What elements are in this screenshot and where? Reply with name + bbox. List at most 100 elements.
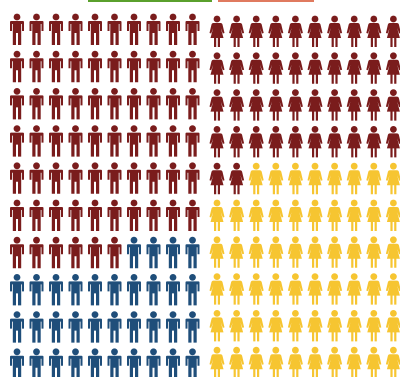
- figure-body: [248, 23, 264, 47]
- male-figure-icon: [88, 274, 102, 306]
- figure-head: [91, 199, 99, 207]
- figure-head: [72, 199, 79, 207]
- female-figure-icon: [346, 162, 362, 195]
- male-figure-icon: [49, 125, 63, 157]
- female-figure-icon: [209, 199, 225, 231]
- female-figure-icon: [268, 273, 284, 305]
- figure-head: [169, 88, 177, 95]
- figure-head: [370, 125, 378, 133]
- female-figure-icon: [268, 125, 284, 158]
- panels: [10, 13, 400, 377]
- figure-body: [10, 58, 24, 83]
- figure-head: [33, 13, 40, 21]
- figure-body: [88, 21, 102, 45]
- female-figure-icon: [287, 162, 303, 195]
- figure-head: [150, 50, 157, 58]
- figure-body: [307, 59, 323, 84]
- figure-head: [311, 125, 319, 133]
- male-figure-icon: [146, 125, 161, 157]
- figure-head: [213, 236, 221, 244]
- figure-body: [268, 280, 284, 305]
- figure-body: [346, 170, 362, 195]
- figure-body: [127, 244, 141, 269]
- figure-head: [350, 125, 358, 133]
- figure-body: [29, 281, 44, 306]
- female-figure-icon: [268, 89, 284, 121]
- figure-body: [385, 354, 400, 377]
- figure-head: [213, 15, 221, 23]
- figure-body: [68, 132, 83, 157]
- figure-body: [49, 207, 63, 231]
- figure-body: [107, 207, 122, 231]
- figure-head: [350, 346, 358, 354]
- figure-head: [311, 199, 319, 207]
- figure-body: [185, 169, 200, 194]
- figure-head: [390, 162, 397, 170]
- figure-body: [49, 95, 63, 120]
- figure-head: [252, 236, 260, 244]
- male-figure-icon: [166, 13, 180, 45]
- figure-head: [72, 311, 79, 318]
- figure-body: [346, 133, 362, 158]
- figure-body: [229, 243, 245, 268]
- figure-head: [33, 311, 40, 318]
- figure-head: [111, 236, 118, 244]
- male-figure-icon: [107, 50, 122, 83]
- figure-body: [327, 354, 343, 377]
- figure-head: [350, 162, 358, 170]
- figure-body: [346, 96, 362, 121]
- male-figure-icon: [185, 274, 200, 306]
- figure-head: [252, 89, 260, 96]
- female-figure-icon: [268, 15, 284, 47]
- male-figure-icon: [29, 274, 44, 306]
- female-figure-icon: [385, 199, 400, 231]
- figure-body: [307, 280, 323, 305]
- figure-head: [189, 274, 196, 281]
- figure-head: [111, 88, 118, 95]
- figure-body: [229, 133, 245, 158]
- figure-head: [350, 15, 358, 23]
- figure-body: [146, 244, 161, 269]
- figure-body: [229, 354, 245, 377]
- figure-body: [29, 318, 44, 343]
- female-figure-icon: [385, 273, 400, 305]
- figure-head: [311, 236, 319, 244]
- female-figure-icon: [248, 236, 264, 268]
- figure-head: [52, 50, 60, 58]
- male-figure-icon: [88, 236, 102, 269]
- figure-head: [213, 125, 221, 133]
- figure-head: [350, 310, 358, 317]
- female-figure-icon: [385, 15, 400, 47]
- figure-head: [390, 89, 397, 96]
- female-figure-icon: [307, 162, 323, 195]
- female-figure-icon: [229, 52, 245, 84]
- male-figure-icon: [88, 50, 102, 83]
- figure-head: [233, 52, 240, 60]
- figure-body: [385, 133, 400, 158]
- figure-head: [213, 89, 221, 96]
- figure-body: [248, 354, 264, 377]
- figure-body: [68, 207, 83, 231]
- female-figure-icon: [248, 273, 264, 305]
- female-figure-icon: [366, 310, 382, 342]
- male-figure-icon: [127, 348, 141, 377]
- figure-body: [107, 281, 122, 306]
- figure-head: [169, 236, 177, 244]
- figure-body: [209, 354, 225, 377]
- female-figure-icon: [287, 89, 303, 121]
- figure-body: [10, 132, 24, 157]
- figure-head: [13, 274, 21, 281]
- figure-body: [185, 132, 200, 157]
- figure-head: [130, 311, 138, 318]
- figure-body: [307, 207, 323, 231]
- male-figure-icon: [146, 236, 161, 269]
- figure-head: [189, 199, 196, 207]
- male-figure-icon: [107, 236, 122, 269]
- female-figure-icon: [229, 125, 245, 158]
- figure-body: [346, 23, 362, 47]
- figure-head: [252, 52, 260, 60]
- female-figure-icon: [248, 89, 264, 121]
- figure-head: [150, 274, 157, 281]
- figure-body: [127, 95, 141, 120]
- male-figure-icon: [185, 50, 200, 83]
